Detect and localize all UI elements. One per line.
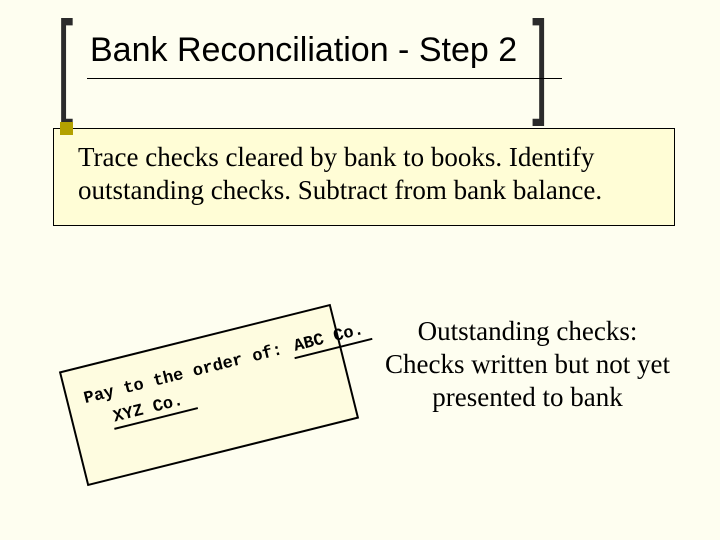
definition-body: Checks written but not yet presented to …	[385, 349, 670, 412]
bullet-square-icon	[60, 122, 73, 135]
slide: [ Bank Reconciliation - Step 2 ] Trace c…	[0, 0, 720, 540]
main-text-box: Trace checks cleared by bank to books. I…	[53, 128, 675, 226]
open-bracket-icon: [	[50, 0, 80, 134]
definition-heading: Outstanding checks:	[418, 316, 638, 346]
slide-title: Bank Reconciliation - Step 2	[80, 25, 525, 95]
definition-text: Outstanding checks: Checks written but n…	[375, 315, 680, 414]
check-graphic: Pay to the order of: ABC Co. XYZ Co.	[59, 304, 359, 486]
title-bar: [ Bank Reconciliation - Step 2 ]	[0, 25, 720, 95]
title-underline	[87, 78, 562, 79]
main-text: Trace checks cleared by bank to books. I…	[78, 142, 602, 205]
close-bracket-icon: ]	[525, 0, 555, 134]
check-payee-blank: ABC Co.	[290, 319, 373, 359]
